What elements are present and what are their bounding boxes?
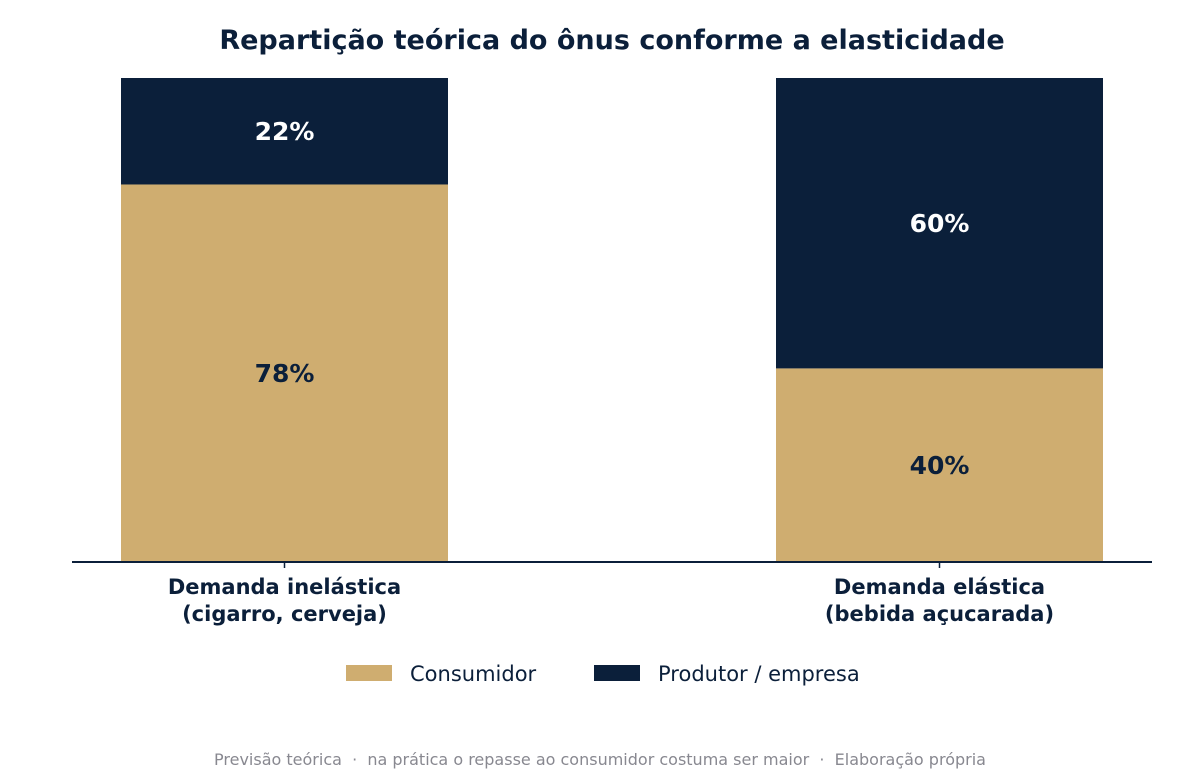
x-axis-ticks xyxy=(283,562,941,568)
value-label-produtor-cat-1: 60% xyxy=(910,209,970,238)
legend: Consumidor Produtor / empresa xyxy=(346,662,860,686)
bar-consumidor-cat-1 xyxy=(776,368,1103,562)
value-label-produtor-cat-0: 22% xyxy=(255,117,315,146)
category-label-1: Demanda elástica (bebida açucarada) xyxy=(825,575,1054,626)
value-labels-layer: 78% 22% 40% 60% xyxy=(255,117,970,480)
bar-consumidor-cat-0 xyxy=(121,184,448,563)
legend-label-consumidor: Consumidor xyxy=(410,662,537,686)
bar-produtor-cat-0 xyxy=(121,78,448,185)
category-labels-layer: Demanda inelástica (cigarro, cerveja) Dema… xyxy=(168,575,1054,626)
category-label-0: Demanda inelástica (cigarro, cerveja) xyxy=(168,575,401,626)
value-label-consumidor-cat-1: 40% xyxy=(910,451,970,480)
legend-swatch-produtor xyxy=(594,665,640,681)
chart-title: Repartição teórica do ônus conforme a el… xyxy=(219,25,1004,56)
bar-produtor-cat-1 xyxy=(776,78,1103,369)
value-label-consumidor-cat-0: 78% xyxy=(255,359,315,388)
legend-swatch-consumidor xyxy=(346,665,392,681)
legend-label-produtor: Produtor / empresa xyxy=(658,662,860,686)
bars-layer xyxy=(121,78,1103,563)
footnote: Previsão teórica · na prática o repasse … xyxy=(214,750,986,769)
